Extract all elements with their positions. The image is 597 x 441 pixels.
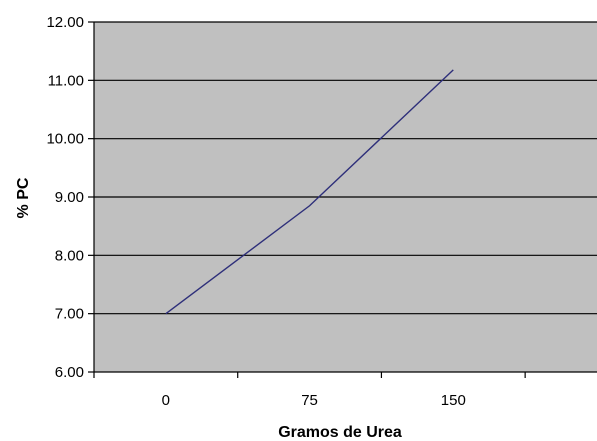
x-tick-label: 0 [162,392,170,409]
y-tick-label: 9.00 [55,189,84,206]
y-tick-labels: 6.00 7.00 8.00 9.00 10.00 11.00 12.00 [46,14,84,381]
axes [88,21,597,378]
y-tick-label: 12.00 [46,14,84,31]
y-tick-label: 7.00 [55,306,84,323]
x-axis-title: Gramos de Urea [278,424,402,441]
y-tick-label: 10.00 [46,131,84,148]
x-tick-label: 75 [301,392,318,409]
x-tick-label: 150 [441,392,466,409]
y-tick-label: 8.00 [55,247,84,264]
series [165,69,454,315]
series-line [165,69,454,315]
y-tick-label: 6.00 [55,364,84,381]
gridlines [94,21,597,315]
y-axis-title: % PC [15,177,32,218]
y-tick-label: 11.00 [48,72,84,89]
x-tick-labels: 0 75 150 [162,392,466,409]
